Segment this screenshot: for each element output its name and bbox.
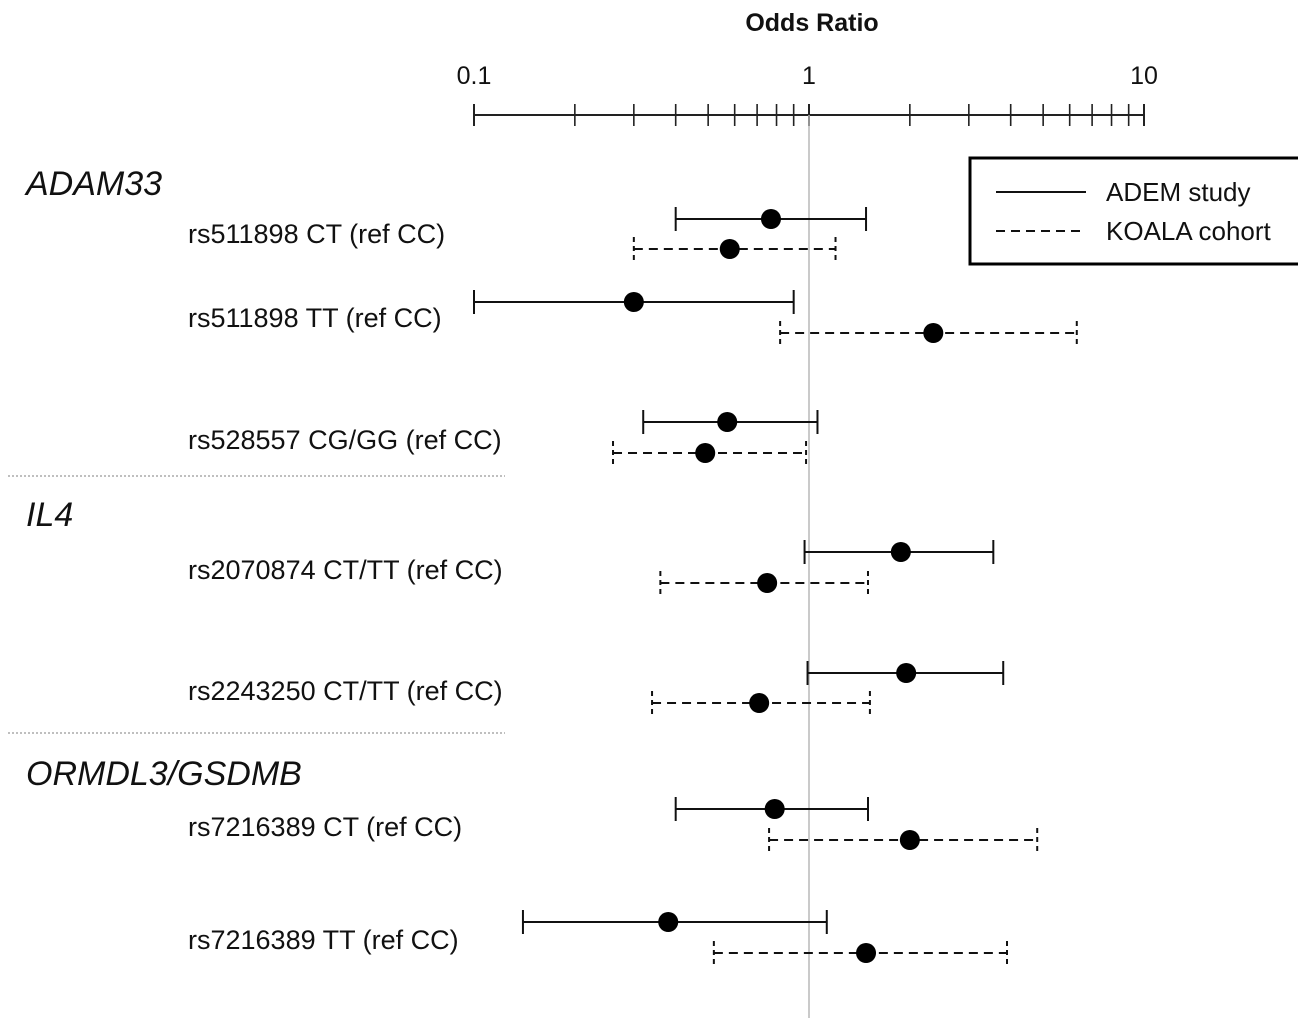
row-label: rs511898 TT (ref CC) xyxy=(188,303,442,333)
adem-estimate xyxy=(674,207,868,231)
adem-estimate xyxy=(642,410,819,434)
adem-estimate xyxy=(473,290,795,314)
point-estimate xyxy=(757,573,778,593)
tick-label: 1 xyxy=(802,62,816,90)
row-label: rs528557 CG/GG (ref CC) xyxy=(188,425,502,455)
legend-label: KOALA cohort xyxy=(1106,216,1272,246)
point-estimate xyxy=(923,323,944,343)
point-estimate xyxy=(719,239,740,259)
point-estimate xyxy=(856,943,877,963)
row-label: rs511898 CT (ref CC) xyxy=(188,219,445,249)
point-estimate xyxy=(764,799,785,819)
koala-estimate xyxy=(632,237,837,261)
koala-estimate xyxy=(612,441,808,465)
gene-label: ADAM33 xyxy=(24,165,162,203)
adem-estimate xyxy=(674,797,869,821)
forest-rows: ADAM33 rs511898 CT (ref CC) rs511898 TT (r… xyxy=(8,165,1078,965)
point-estimate xyxy=(890,542,911,562)
adem-estimate xyxy=(803,540,995,564)
legend: ADEM study KOALA cohort xyxy=(968,156,1298,266)
row-label: rs7216389 CT (ref CC) xyxy=(188,812,462,842)
gene-label: IL4 xyxy=(26,496,73,534)
koala-estimate xyxy=(659,571,869,595)
point-estimate xyxy=(623,292,644,312)
point-estimate xyxy=(717,412,738,432)
x-axis-title: Odds Ratio xyxy=(745,9,878,37)
row-label: rs7216389 TT (ref CC) xyxy=(188,925,459,955)
koala-estimate xyxy=(651,691,871,715)
row-label: rs2070874 CT/TT (ref CC) xyxy=(188,555,503,585)
legend-label: ADEM study xyxy=(1106,177,1251,207)
adem-estimate xyxy=(521,910,828,934)
point-estimate xyxy=(695,443,716,463)
point-estimate xyxy=(749,693,770,713)
koala-estimate xyxy=(712,941,1009,965)
legend-box xyxy=(968,156,1298,266)
row-label: rs2243250 CT/TT (ref CC) xyxy=(188,676,503,706)
point-estimate xyxy=(896,663,917,683)
tick-label: 10 xyxy=(1130,62,1158,90)
point-estimate xyxy=(658,912,679,932)
x-axis: 0.1 1 10 xyxy=(457,62,1158,126)
koala-estimate xyxy=(779,321,1078,345)
point-estimate xyxy=(899,830,920,850)
tick-label: 0.1 xyxy=(457,62,492,90)
gene-label: ORMDL3/GSDMB xyxy=(26,755,302,793)
adem-estimate xyxy=(806,661,1005,685)
point-estimate xyxy=(760,209,781,229)
koala-estimate xyxy=(768,828,1039,852)
